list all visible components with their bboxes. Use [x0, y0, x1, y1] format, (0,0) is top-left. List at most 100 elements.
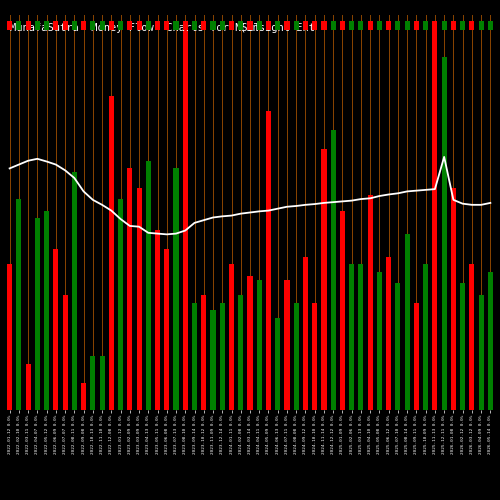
Bar: [54, 21, 59, 30]
Bar: [182, 21, 188, 30]
Bar: [192, 302, 197, 410]
Bar: [470, 264, 474, 410]
Bar: [266, 21, 271, 30]
Bar: [7, 21, 12, 30]
Bar: [155, 21, 160, 30]
Bar: [174, 168, 178, 410]
Text: (Insight Ent: (Insight Ent: [240, 23, 315, 33]
Bar: [146, 160, 151, 410]
Bar: [312, 21, 318, 30]
Bar: [220, 302, 225, 410]
Bar: [396, 284, 400, 410]
Bar: [72, 172, 77, 410]
Bar: [136, 188, 141, 410]
Bar: [488, 272, 493, 410]
Bar: [248, 276, 252, 410]
Bar: [294, 21, 299, 30]
Bar: [414, 302, 419, 410]
Bar: [54, 249, 59, 410]
Bar: [238, 295, 244, 410]
Bar: [164, 249, 170, 410]
Bar: [303, 256, 308, 410]
Bar: [460, 284, 465, 410]
Bar: [72, 21, 77, 30]
Bar: [386, 256, 391, 410]
Bar: [16, 21, 21, 30]
Bar: [26, 364, 30, 410]
Bar: [478, 21, 484, 30]
Bar: [81, 383, 86, 410]
Bar: [488, 21, 493, 30]
Bar: [442, 21, 446, 30]
Bar: [275, 318, 280, 410]
Bar: [340, 21, 345, 30]
Bar: [26, 21, 30, 30]
Bar: [248, 21, 252, 30]
Bar: [377, 21, 382, 30]
Bar: [229, 21, 234, 30]
Bar: [35, 21, 40, 30]
Bar: [118, 199, 123, 410]
Bar: [192, 21, 197, 30]
Bar: [210, 310, 216, 410]
Bar: [432, 21, 438, 30]
Bar: [303, 21, 308, 30]
Bar: [155, 230, 160, 410]
Bar: [322, 21, 326, 30]
Bar: [62, 21, 68, 30]
Bar: [174, 21, 178, 30]
Bar: [44, 21, 49, 30]
Bar: [220, 21, 225, 30]
Bar: [109, 21, 114, 30]
Bar: [386, 21, 391, 30]
Bar: [368, 195, 372, 410]
Bar: [7, 264, 12, 410]
Bar: [460, 21, 465, 30]
Bar: [322, 149, 326, 410]
Bar: [201, 21, 206, 30]
Bar: [451, 188, 456, 410]
Bar: [330, 130, 336, 410]
Bar: [340, 210, 345, 410]
Bar: [256, 280, 262, 410]
Bar: [368, 21, 372, 30]
Bar: [109, 96, 114, 410]
Bar: [164, 21, 170, 30]
Bar: [118, 21, 123, 30]
Bar: [349, 264, 354, 410]
Bar: [90, 356, 96, 410]
Bar: [377, 272, 382, 410]
Bar: [238, 21, 244, 30]
Bar: [404, 21, 409, 30]
Bar: [266, 111, 271, 410]
Bar: [423, 264, 428, 410]
Bar: [146, 21, 151, 30]
Bar: [275, 21, 280, 30]
Bar: [330, 21, 336, 30]
Bar: [423, 21, 428, 30]
Bar: [44, 210, 49, 410]
Bar: [451, 21, 456, 30]
Bar: [210, 21, 216, 30]
Bar: [256, 21, 262, 30]
Bar: [81, 21, 86, 30]
Bar: [432, 26, 438, 410]
Bar: [294, 302, 299, 410]
Bar: [201, 295, 206, 410]
Bar: [100, 21, 104, 30]
Bar: [404, 234, 409, 410]
Bar: [414, 21, 419, 30]
Bar: [312, 302, 318, 410]
Bar: [478, 295, 484, 410]
Bar: [100, 356, 104, 410]
Bar: [229, 264, 234, 410]
Bar: [128, 168, 132, 410]
Bar: [284, 280, 290, 410]
Bar: [470, 21, 474, 30]
Bar: [442, 57, 446, 410]
Bar: [396, 21, 400, 30]
Bar: [284, 21, 290, 30]
Bar: [90, 21, 96, 30]
Bar: [16, 199, 21, 410]
Bar: [128, 21, 132, 30]
